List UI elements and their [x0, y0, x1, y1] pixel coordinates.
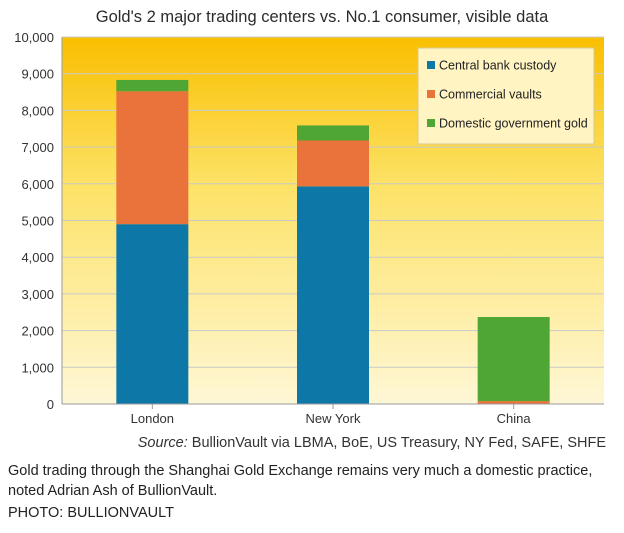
- y-tick-label: 0: [47, 397, 54, 412]
- stacked-bar-chart: Gold's 2 major trading centers vs. No.1 …: [14, 8, 607, 451]
- source-prefix: Source:: [138, 435, 188, 451]
- source-text: BullionVault via LBMA, BoE, US Treasury,…: [188, 435, 607, 451]
- x-axis-ticks: London New York China: [131, 404, 532, 426]
- y-tick-label: 3,000: [21, 287, 54, 302]
- bar-segment-central-bank-custody: [116, 224, 189, 404]
- legend-swatch: [427, 119, 435, 127]
- legend: Central bank custody Commercial vaults Dom…: [417, 47, 595, 145]
- bar-segment-domestic-government-gold: [477, 317, 550, 402]
- bar-segment-central-bank-custody: [297, 186, 369, 404]
- bar-segment-domestic-government-gold: [297, 125, 369, 141]
- bar-segment-commercial-vaults: [477, 401, 550, 404]
- source-note: Source: BullionVault via LBMA, BoE, US T…: [138, 435, 607, 451]
- chart-container: Gold's 2 major trading centers vs. No.1 …: [14, 8, 607, 451]
- legend-swatch: [427, 61, 435, 69]
- legend-label: Domestic government gold: [439, 117, 588, 131]
- chart-title: Gold's 2 major trading centers vs. No.1 …: [96, 8, 549, 26]
- y-axis-ticks: 0 1,000 2,000 3,000 4,000 5,000 6,000 7,000 8,00…: [14, 30, 54, 412]
- y-tick-label: 8,000: [21, 103, 54, 118]
- bars: [116, 79, 550, 404]
- y-tick-label: 2,000: [21, 324, 54, 339]
- y-tick-label: 9,000: [21, 67, 54, 82]
- y-tick-label: 1,000: [21, 360, 54, 375]
- x-tick-label: New York: [306, 411, 361, 426]
- y-tick-label: 6,000: [21, 177, 54, 192]
- bar-segment-commercial-vaults: [116, 91, 189, 225]
- legend-label: Commercial vaults: [439, 88, 542, 102]
- photo-credit: PHOTO: BULLIONVAULT: [8, 505, 174, 521]
- x-tick-label: China: [497, 411, 532, 426]
- y-tick-label: 4,000: [21, 250, 54, 265]
- legend-label: Central bank custody: [439, 59, 557, 73]
- y-tick-label: 10,000: [14, 30, 54, 45]
- y-tick-label: 7,000: [21, 140, 54, 155]
- y-tick-label: 5,000: [21, 214, 54, 229]
- bar-segment-domestic-government-gold: [116, 79, 189, 92]
- legend-swatch: [427, 90, 435, 98]
- x-tick-label: London: [131, 411, 174, 426]
- bar-segment-commercial-vaults: [297, 140, 369, 187]
- photo-caption: Gold trading through the Shanghai Gold E…: [8, 463, 593, 499]
- legend-box: [417, 47, 595, 145]
